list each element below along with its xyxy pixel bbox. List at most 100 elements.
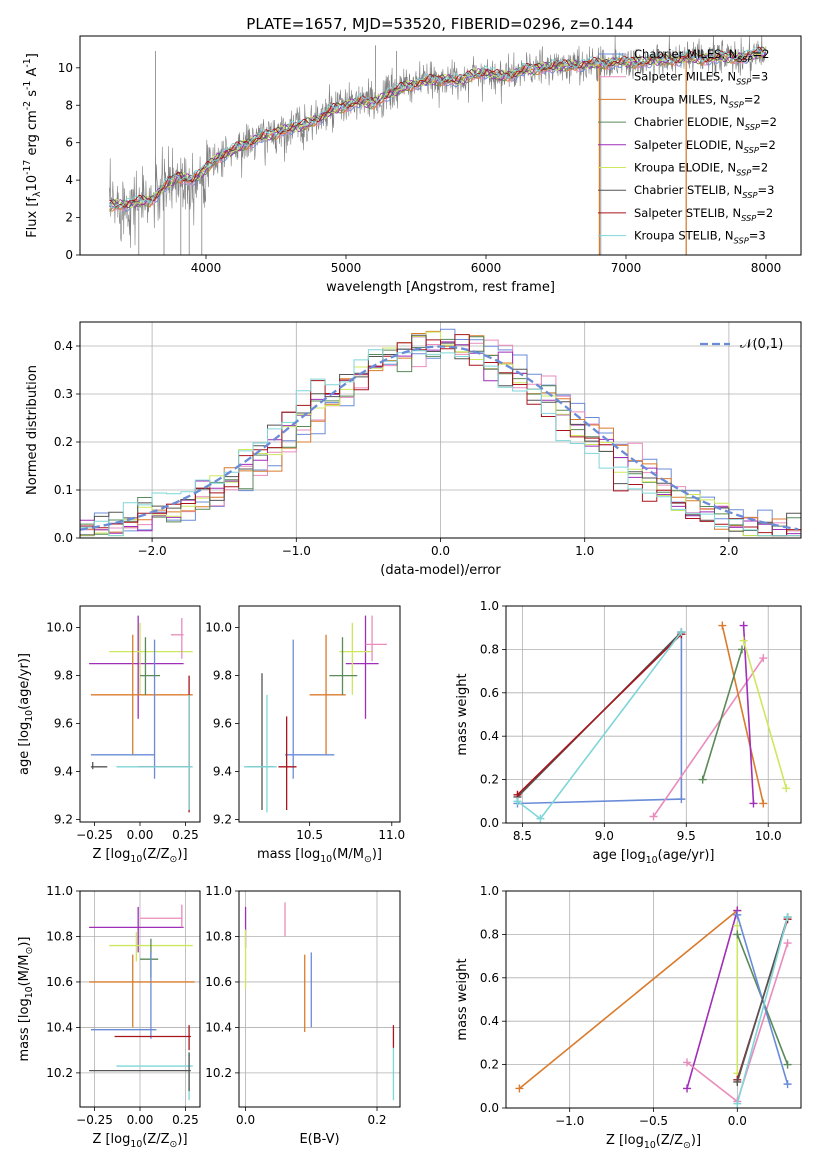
plot-area — [109, 36, 767, 255]
y-tick-label: 10.0 — [46, 621, 73, 635]
axes-spectrum: 4000 5000 6000 7000 8000 0 2 4 6 8 10 wavelength [A… — [22, 35, 802, 295]
weight-line — [518, 909, 738, 1090]
y-axis-label: mass weight — [455, 958, 470, 1040]
plot-area — [80, 328, 801, 537]
axes-frame — [79, 35, 802, 256]
weight-marker — [718, 621, 727, 630]
x-axis-label: E(B-V) — [299, 1132, 339, 1147]
x-tick-label: −1.0 — [282, 544, 311, 558]
y-axis-label: Normed distribution — [25, 365, 40, 495]
legend-label: Chabrier STELIB, NSSP=3 — [634, 183, 774, 200]
y-tick-label: 0.6 — [480, 686, 499, 700]
histogram-step — [80, 334, 801, 537]
y-tick-label: 10.0 — [205, 621, 232, 635]
legend-label: 𝒩(0,1) — [740, 337, 783, 352]
weight-marker — [513, 797, 522, 806]
y-tick-label: 0.2 — [480, 773, 499, 787]
axes-frame — [505, 890, 802, 1109]
y-tick-label: 0.4 — [480, 1014, 499, 1028]
y-tick-label: 10.8 — [46, 929, 73, 943]
x-tick-label: −1.0 — [555, 1114, 584, 1128]
legend-label: Kroupa ELODIE, NSSP=2 — [634, 161, 768, 178]
weight-marker — [733, 1077, 742, 1086]
y-tick-label: 10.4 — [46, 1020, 73, 1034]
x-tick-label: 11.0 — [378, 828, 405, 842]
weight-line — [516, 633, 682, 796]
weight-marker — [515, 1084, 524, 1093]
y-tick-label: 9.8 — [213, 669, 232, 683]
axes-frame — [238, 890, 401, 1108]
model-line — [109, 52, 767, 212]
y-axis-label: mass weight — [455, 673, 470, 755]
weight-marker — [783, 1080, 792, 1089]
x-axis-label: wavelength [Angstrom, rest frame] — [326, 280, 555, 295]
histogram-step — [80, 349, 801, 537]
plot-area — [513, 621, 791, 823]
y-tick-label: 9.4 — [54, 765, 73, 779]
y-tick-label: 0.8 — [480, 927, 499, 941]
model-line — [109, 47, 766, 208]
weight-marker — [733, 1099, 742, 1108]
x-tick-label: 0.00 — [127, 828, 154, 842]
weight-marker — [759, 654, 768, 663]
legend-label: Salpeter MILES, NSSP=3 — [634, 70, 768, 87]
weight-marker — [782, 784, 791, 793]
y-tick-label: 10.6 — [46, 975, 73, 989]
weight-marker — [783, 939, 792, 948]
y-tick-label: 9.4 — [213, 765, 232, 779]
axes-residuals: −2.0 −1.0 0.0 1.0 2.0 0.0 0.1 0.2 0.3 0.4 (data-mo… — [25, 321, 802, 578]
y-tick-label: 9.6 — [54, 717, 73, 731]
y-tick-label: 10.6 — [205, 975, 232, 989]
legend-label: Salpeter ELODIE, NSSP=2 — [634, 138, 776, 155]
x-axis-label: Z [log10(Z/Z⊙)] — [606, 1133, 701, 1151]
plot-area — [515, 906, 792, 1108]
model-line — [109, 50, 767, 212]
y-tick-label: 8 — [65, 98, 73, 112]
weight-line — [742, 625, 755, 804]
y-tick-label: 10.2 — [46, 1066, 73, 1080]
y-tick-label: 10.2 — [205, 1066, 232, 1080]
x-tick-label: −0.25 — [76, 1113, 113, 1127]
axes-weight_vs_Z: −1.0 −0.5 0.0 0.0 0.2 0.4 0.6 0.8 1.0 Z [log10(Z/… — [455, 884, 802, 1151]
weight-marker — [649, 812, 658, 821]
y-tick-label: 0.3 — [54, 387, 73, 401]
y-axis-label: age [log10(age/yr)] — [17, 653, 35, 775]
y-axis-label: mass [log10(M/M⊙)] — [17, 937, 35, 1062]
x-tick-label: 8.5 — [513, 829, 532, 843]
weight-marker — [683, 1084, 692, 1093]
y-tick-label: 9.2 — [213, 813, 232, 827]
weight-line — [701, 649, 743, 780]
y-tick-label: 0.2 — [54, 435, 73, 449]
plot-area — [244, 902, 395, 1101]
y-tick-label: 4 — [65, 173, 73, 187]
x-tick-label: −0.25 — [76, 828, 113, 842]
x-tick-label: 9.0 — [595, 829, 614, 843]
y-tick-label: 0.0 — [480, 1101, 499, 1115]
axes-mass_vs_Z: −0.25 0.00 0.25 10.2 10.4 10.6 10.8 11.0 Z [log1… — [17, 884, 201, 1150]
weight-marker — [677, 795, 686, 804]
y-tick-label: 1.0 — [480, 599, 499, 613]
x-tick-label: 2.0 — [719, 544, 738, 558]
x-axis-label: (data-model)/error — [380, 563, 501, 578]
y-tick-label: 0 — [65, 248, 73, 262]
axes-age_vs_mass: 10.5 11.0 9.2 9.4 9.6 9.8 10.0 mass [log10(M/M⊙… — [205, 605, 405, 865]
x-axis-label: Z [log10(Z/Z⊙)] — [92, 847, 187, 865]
x-tick-label: 0.25 — [172, 1113, 199, 1127]
legend-label: Chabrier MILES, NSSP=2 — [634, 47, 769, 64]
y-tick-label: 10.8 — [205, 929, 232, 943]
x-axis-label: mass [log10(M/M⊙)] — [257, 847, 382, 865]
y-tick-label: 11.0 — [205, 884, 232, 898]
figure-title: PLATE=1657, MJD=53520, FIBERID=0296, z=0… — [246, 15, 633, 33]
axes-frame — [79, 890, 201, 1108]
weight-marker — [739, 621, 748, 630]
x-tick-label: −0.5 — [639, 1114, 668, 1128]
weight-marker — [783, 913, 792, 922]
weight-line — [686, 910, 739, 1089]
histogram-step — [80, 331, 801, 537]
plot-area — [89, 615, 193, 813]
weight-marker — [698, 775, 707, 784]
y-tick-label: 0.0 — [480, 816, 499, 830]
model-line — [109, 46, 767, 208]
y-tick-label: 10 — [58, 61, 73, 75]
legend-label: Salpeter STELIB, NSSP=2 — [634, 206, 773, 223]
